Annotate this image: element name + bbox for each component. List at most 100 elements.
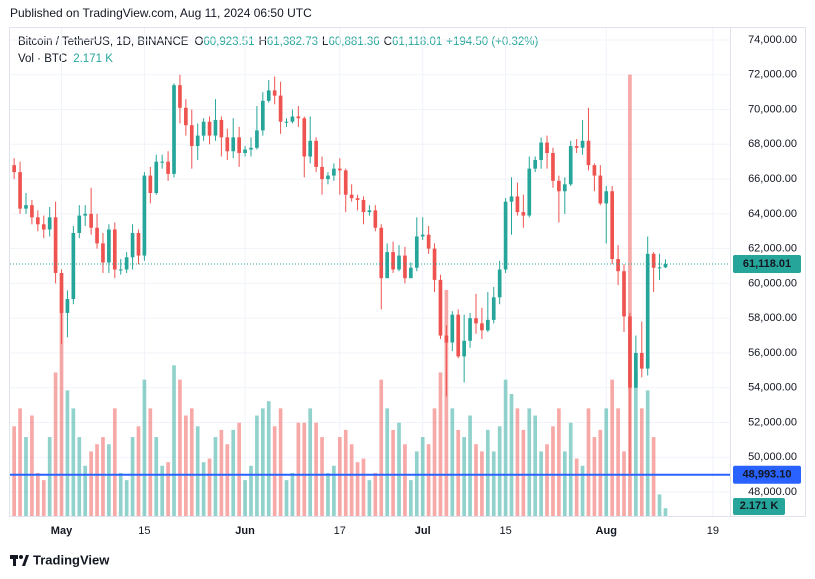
volume-bar (53, 372, 58, 516)
volume-bar (47, 437, 52, 516)
y-tick-label: 70,000.00 (748, 103, 797, 115)
candle-body (551, 152, 555, 181)
candle-body (391, 252, 395, 270)
volume-bar (272, 426, 277, 516)
volume-bar (539, 451, 543, 516)
candle-body (101, 243, 105, 263)
candle-body (118, 269, 123, 271)
volume-bar (184, 415, 188, 516)
volume-bar (468, 415, 472, 516)
candle-body (580, 140, 585, 148)
candle-body (124, 257, 129, 270)
candle-body (634, 352, 638, 388)
candle-body (77, 215, 82, 233)
volume-bar (491, 451, 496, 516)
plot-frame (9, 27, 806, 517)
volume-bar (278, 408, 283, 516)
volume-bar (574, 458, 579, 516)
volume-bar (343, 429, 348, 516)
logo-mark (19, 555, 23, 559)
legend-key: H (259, 36, 267, 48)
volume-bar (497, 426, 502, 516)
volume-bar (385, 408, 390, 516)
volume-bar (474, 444, 478, 516)
x-tick-label: 17 (334, 525, 346, 537)
volume-bar (30, 415, 34, 516)
candle-body (302, 118, 307, 157)
volume-bar (314, 422, 318, 516)
volume-bar (148, 408, 153, 516)
volume-bar (142, 379, 147, 516)
volume-bar (557, 408, 561, 516)
volume-bar (65, 390, 70, 516)
y-tick-label: 50,000.00 (748, 451, 797, 463)
candle-body (397, 255, 401, 270)
candle-body (592, 165, 597, 176)
volume-bar (12, 426, 16, 516)
volume-bar (610, 379, 615, 516)
candle-body (474, 318, 478, 324)
candle-body (41, 224, 46, 230)
volume-bar (290, 472, 295, 516)
candle-body (243, 149, 247, 153)
volume-bar (284, 480, 289, 516)
y-tick-label: 64,000.00 (748, 208, 797, 220)
candle-body (521, 212, 526, 216)
candle-body (189, 125, 194, 147)
candle-body (71, 232, 76, 300)
candle-body (598, 175, 603, 204)
volume-bar (130, 437, 135, 516)
candle-body (142, 175, 147, 256)
candle-body (539, 142, 543, 160)
candle-body (296, 116, 301, 119)
hline-box (733, 465, 801, 484)
volume-bar (166, 462, 170, 516)
candle-body (343, 170, 348, 195)
x-tick-label: 19 (707, 525, 719, 537)
candle-body (515, 196, 520, 213)
candle-body (432, 248, 437, 280)
volume-bar (361, 458, 366, 516)
brand-name: TradingView (33, 552, 110, 567)
x-tick-label: Jun (235, 525, 255, 537)
volume-bar (438, 372, 443, 516)
y-tick-label: 74,000.00 (748, 34, 797, 46)
candle-body (568, 146, 573, 185)
y-tick-label: 48,000.00 (748, 486, 797, 498)
y-tick-label: 72,000.00 (748, 69, 797, 81)
x-tick-label: May (51, 525, 73, 537)
candle-body (586, 140, 591, 166)
volume-bar (409, 480, 413, 516)
candle-body (154, 161, 159, 193)
candle-body (438, 279, 443, 336)
candle-body (527, 168, 532, 216)
volume-legend: Vol · BTC 2.171 K (18, 53, 113, 65)
last-price-box (733, 254, 801, 273)
volume-bar (645, 390, 650, 516)
candle-body (491, 297, 496, 320)
candle-body (320, 166, 324, 180)
volume-bar (527, 408, 532, 516)
volume-bar (414, 451, 419, 516)
candle-body (172, 85, 176, 174)
volume-bar (77, 437, 82, 516)
candle-body (385, 252, 390, 279)
candle-body (130, 232, 135, 258)
volume-bar (112, 408, 117, 516)
candle-body (24, 205, 28, 209)
candle-body (326, 175, 330, 180)
volume-bar (515, 408, 520, 516)
volume-bar (337, 437, 342, 516)
volume-bar (580, 465, 585, 516)
volume-bar (628, 74, 632, 516)
candle-body (12, 165, 16, 173)
candle-body (409, 267, 413, 279)
candle-body (83, 213, 88, 216)
volume-bar (562, 451, 567, 516)
volume-bar (71, 408, 76, 516)
volume-bar (201, 462, 206, 516)
candle-body (420, 234, 425, 237)
x-tick-label: 15 (499, 525, 511, 537)
volume-bar (639, 408, 644, 516)
plot-layer: Bitcoin / TetherUS, 1D, BINANCE O60,923.5… (10, 28, 801, 537)
